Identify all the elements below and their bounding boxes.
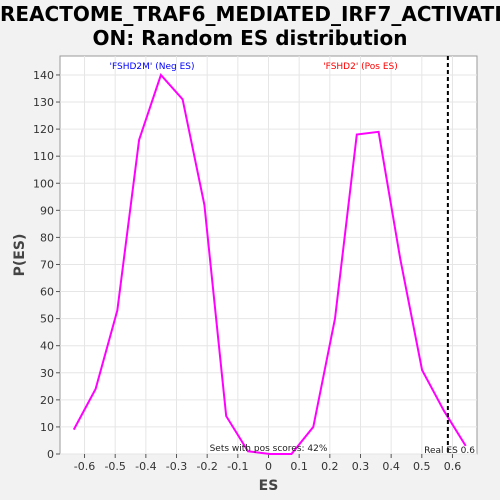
chart-title: REACTOME_TRAF6_MEDIATED_IRF7_ACTIVATI ON…: [0, 2, 500, 50]
x-tick-label: -0.6: [74, 460, 95, 473]
x-axis-label: ES: [259, 478, 279, 494]
y-tick-label: 0: [47, 448, 54, 461]
y-tick-label: 70: [40, 258, 54, 271]
x-axis: -0.6 -0.5 -0.4 -0.3 -0.2 -0.1 0 0.1 0.2 0.3 0.4 0.5…: [74, 454, 461, 473]
x-tick-label: -0.4: [135, 460, 156, 473]
x-tick-label: 0.4: [382, 460, 400, 473]
y-tick-label: 110: [33, 150, 54, 163]
chart-title-line-1: REACTOME_TRAF6_MEDIATED_IRF7_ACTIVATI: [0, 2, 500, 26]
x-tick-label: -0.2: [196, 460, 217, 473]
x-tick-label: 0.1: [290, 460, 308, 473]
chart-title-line-2: ON: Random ES distribution: [92, 26, 408, 50]
x-tick-label: 0: [265, 460, 272, 473]
y-tick-label: 50: [40, 313, 54, 326]
x-tick-label: -0.3: [166, 460, 187, 473]
pos-es-label: 'FSHD2' (Pos ES): [323, 62, 398, 72]
y-tick-label: 140: [33, 69, 54, 82]
y-tick-label: 80: [40, 231, 54, 244]
pos-scores-label: Sets with pos scores: 42%: [210, 444, 328, 454]
y-tick-label: 40: [40, 340, 54, 353]
real-es-label: Real ES 0.6: [424, 446, 475, 456]
x-tick-label: 0.6: [444, 460, 462, 473]
y-tick-label: 100: [33, 177, 54, 190]
y-tick-label: 60: [40, 286, 54, 299]
y-axis-label: P(ES): [12, 234, 28, 277]
x-tick-label: 0.2: [321, 460, 339, 473]
x-tick-label: -0.5: [104, 460, 125, 473]
y-tick-label: 10: [40, 421, 54, 434]
series-line: [72, 73, 467, 455]
y-tick-label: 20: [40, 394, 54, 407]
y-tick-label: 120: [33, 123, 54, 136]
neg-es-label: 'FSHD2M' (Neg ES): [109, 62, 194, 72]
y-tick-label: 130: [33, 96, 54, 109]
x-tick-label: -0.1: [227, 460, 248, 473]
y-tick-label: 90: [40, 204, 54, 217]
y-tick-label: 30: [40, 367, 54, 380]
y-axis: 0 10 20 30 40 50 60 70 80 90 100 110 120 130 140: [33, 69, 60, 461]
x-tick-label: 0.5: [413, 460, 431, 473]
x-tick-label: 0.3: [352, 460, 370, 473]
